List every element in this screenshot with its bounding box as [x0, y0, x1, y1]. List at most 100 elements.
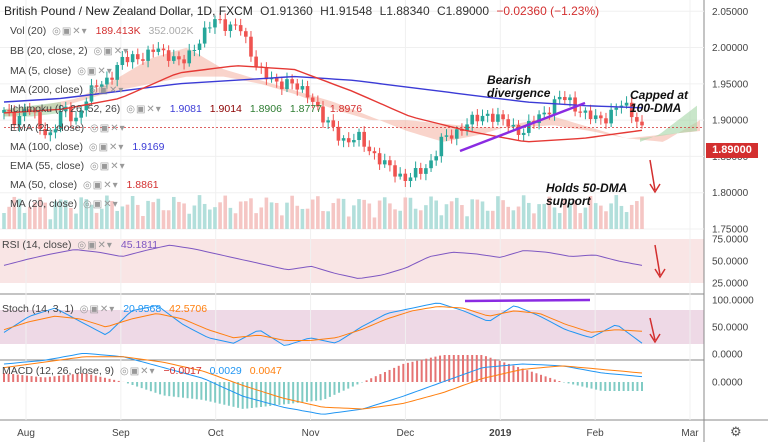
legend-controls-icon[interactable]: ◎▣✕▾: [90, 123, 126, 134]
volume-bar: [599, 205, 603, 229]
rsi-legend[interactable]: RSI (14, close) ◎▣✕▾ 45.1811: [2, 239, 158, 251]
legend-controls-icon[interactable]: ◎▣✕▾: [77, 66, 113, 77]
legend-ema55[interactable]: EMA (55, close) ◎▣✕▾: [10, 160, 126, 172]
legend-bb[interactable]: BB (20, close, 2) ◎▣✕▾: [10, 45, 129, 57]
ma100-label: MA (100, close): [10, 141, 83, 153]
legend-controls-icon[interactable]: ◎▣✕▾: [126, 104, 162, 115]
candle-body: [151, 49, 156, 52]
volume-bar: [362, 199, 366, 229]
legend-ma200[interactable]: MA (200, close) ◎▣✕▾: [10, 84, 124, 96]
candle-body: [357, 131, 361, 141]
volume-bar: [542, 203, 547, 229]
candle-body: [614, 107, 619, 110]
volume-bar: [17, 198, 22, 229]
legend-controls-icon[interactable]: ◎▣✕▾: [88, 142, 125, 153]
volume-bar: [58, 199, 63, 229]
volume-bar: [393, 209, 397, 229]
volume-bar: [166, 210, 171, 229]
price-tick-label: 1.95000: [712, 79, 749, 90]
legend-controls-icon[interactable]: ◎▣✕▾: [88, 85, 125, 96]
legend-controls-icon[interactable]: ◎▣✕▾: [83, 199, 119, 210]
candle-body: [280, 81, 284, 90]
legend-controls-icon[interactable]: ◎▣✕▾: [79, 304, 116, 315]
volume-bar: [202, 203, 207, 229]
settings-gear-icon[interactable]: ⚙: [730, 424, 742, 439]
candle-body: [485, 113, 490, 116]
candle-body: [228, 24, 233, 31]
candle-body: [208, 27, 212, 29]
stoch-k-value: 20.9568: [123, 303, 162, 315]
candle-body: [141, 59, 145, 61]
candle-body: [326, 120, 330, 123]
stoch-legend[interactable]: Stoch (14, 3, 1) ◎▣✕▾ 20.9568 42.5706: [2, 303, 207, 315]
ichimoku-v5: 1.8976: [329, 103, 363, 115]
time-tick-label: Feb: [587, 428, 605, 439]
vol-value: 189.413K: [95, 25, 141, 37]
symbol-title[interactable]: British Pound / New Zealand Dollar, 1D, …: [4, 4, 253, 18]
volume-bar: [614, 195, 619, 229]
legend-controls-icon[interactable]: ◎▣✕▾: [83, 180, 119, 191]
legend-ichimoku[interactable]: Ichimoku (9, 26, 52, 26) ◎▣✕▾ 1.9081 1.9…: [10, 103, 362, 115]
legend-controls-icon[interactable]: ◎▣✕▾: [77, 240, 113, 251]
legend-vol[interactable]: Vol (20) ◎▣✕▾ 189.413K 352.002K: [10, 25, 193, 37]
ichimoku-v3: 1.8906: [249, 103, 282, 115]
legend-controls-icon[interactable]: ◎▣✕▾: [93, 46, 130, 57]
volume-bar: [156, 198, 161, 229]
rsi-tick-label: 50.0000: [712, 257, 749, 268]
bb-label: BB (20, close, 2): [10, 45, 88, 57]
legend-controls-icon[interactable]: ◎▣✕▾: [52, 26, 88, 37]
stoch-d-value: 42.5706: [169, 303, 208, 315]
volume-bar: [629, 204, 634, 229]
volume-bar: [593, 203, 598, 229]
volume-bar: [424, 205, 428, 229]
candle-body: [429, 160, 433, 169]
volume-bar: [403, 197, 408, 229]
candle-body: [398, 173, 402, 177]
candle-body: [197, 43, 202, 50]
legend-controls-icon[interactable]: ◎▣✕▾: [90, 161, 126, 172]
macd-tick-label: 0.0000: [712, 378, 743, 389]
volume-bar: [619, 205, 624, 229]
candle-body: [295, 83, 300, 90]
macd-hist-value: −0.0017: [163, 365, 202, 377]
legend-ma20[interactable]: MA (20, close) ◎▣✕▾: [10, 198, 119, 210]
down-arrow-price: [649, 159, 661, 194]
volume-bar: [274, 202, 279, 229]
candle-body: [583, 110, 588, 113]
cloud-bull-area: [640, 105, 697, 142]
candle-body: [285, 79, 289, 90]
volume-bar: [27, 206, 32, 229]
volume-bar: [552, 207, 557, 229]
candle-body: [94, 85, 99, 87]
candle-body: [408, 177, 413, 181]
candle-body: [7, 109, 11, 112]
volume-bar: [94, 212, 99, 229]
candle-body: [367, 146, 372, 152]
candle-body: [640, 121, 644, 126]
volume-bar: [388, 203, 392, 229]
candle-body: [105, 77, 109, 85]
candle-body: [434, 156, 438, 161]
vol-value2: 352.002K: [148, 25, 194, 37]
legend-ma50[interactable]: MA (50, close) ◎▣✕▾ 1.8861: [10, 179, 159, 191]
volume-bar: [74, 213, 78, 229]
legend-controls-icon[interactable]: ◎▣✕▾: [119, 366, 156, 377]
macd-label: MACD (12, 26, close, 9): [2, 365, 115, 377]
volume-bar: [141, 216, 145, 229]
time-tick-label: Dec: [397, 428, 415, 439]
candle-body: [593, 115, 598, 120]
macd-legend[interactable]: MACD (12, 26, close, 9) ◎▣✕▾ −0.0017 0.0…: [2, 365, 282, 377]
volume-bar: [573, 200, 577, 229]
legend-ma100[interactable]: MA (100, close) ◎▣✕▾ 1.9169: [10, 141, 165, 153]
volume-bar: [527, 202, 531, 229]
legend-ema21[interactable]: EMA (21, close) ◎▣✕▾: [10, 122, 126, 134]
volume-bar: [249, 198, 253, 229]
volume-bar: [228, 207, 233, 229]
ma100-line: [3, 75, 643, 109]
volume-bar: [285, 202, 289, 229]
legend-ma5[interactable]: MA (5, close) ◎▣✕▾: [10, 65, 113, 77]
volume-bar: [418, 210, 423, 229]
candle-body: [2, 109, 6, 113]
candle-body: [377, 153, 382, 165]
